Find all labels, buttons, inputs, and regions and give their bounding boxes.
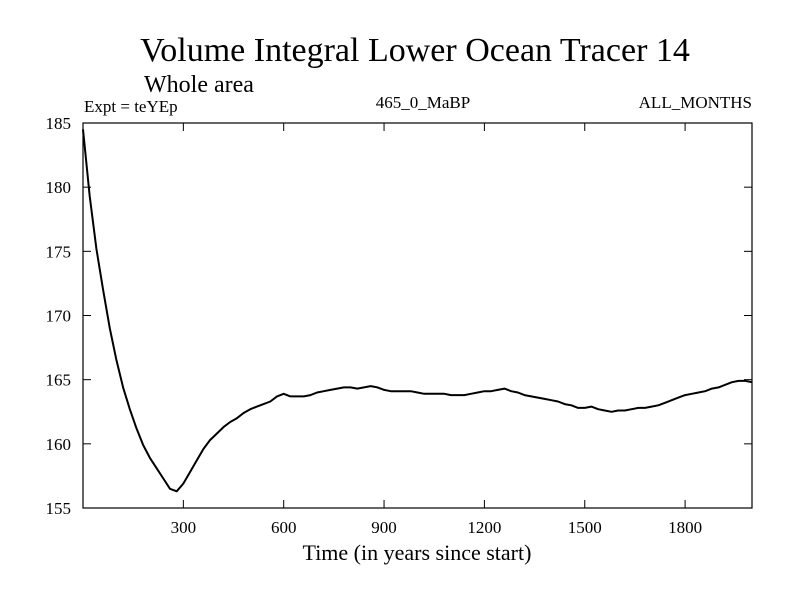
months-label: ALL_MONTHS	[639, 93, 752, 112]
chart-title: Volume Integral Lower Ocean Tracer 14	[140, 32, 690, 69]
y-axis: 155 160 165 170 175 180 185	[46, 114, 752, 518]
period-label: 465_0_MaBP	[376, 93, 470, 112]
x-tick-label: 1500	[568, 518, 602, 537]
x-tick-label: 300	[171, 518, 197, 537]
x-axis-label: Time (in years since start)	[303, 540, 532, 565]
y-tick-label: 155	[46, 499, 72, 518]
x-tick-label: 1800	[668, 518, 702, 537]
x-tick-label: 1200	[467, 518, 501, 537]
x-tick-label: 600	[271, 518, 297, 537]
x-axis: 300 600 900 1200 1500 1800	[171, 123, 702, 537]
chart-subtitle: Whole area	[144, 72, 254, 98]
y-tick-label: 180	[46, 178, 72, 197]
y-tick-label: 170	[46, 307, 72, 326]
series-layer	[82, 129, 753, 493]
y-tick-label: 165	[46, 371, 72, 390]
y-tick-label: 160	[46, 435, 72, 454]
y-tick-label: 185	[46, 114, 72, 133]
plot-frame	[82, 122, 753, 509]
y-tick-label: 175	[46, 242, 72, 261]
x-tick-label: 900	[371, 518, 397, 537]
experiment-label: Expt = teYEp	[84, 97, 178, 116]
series-line	[82, 129, 753, 493]
